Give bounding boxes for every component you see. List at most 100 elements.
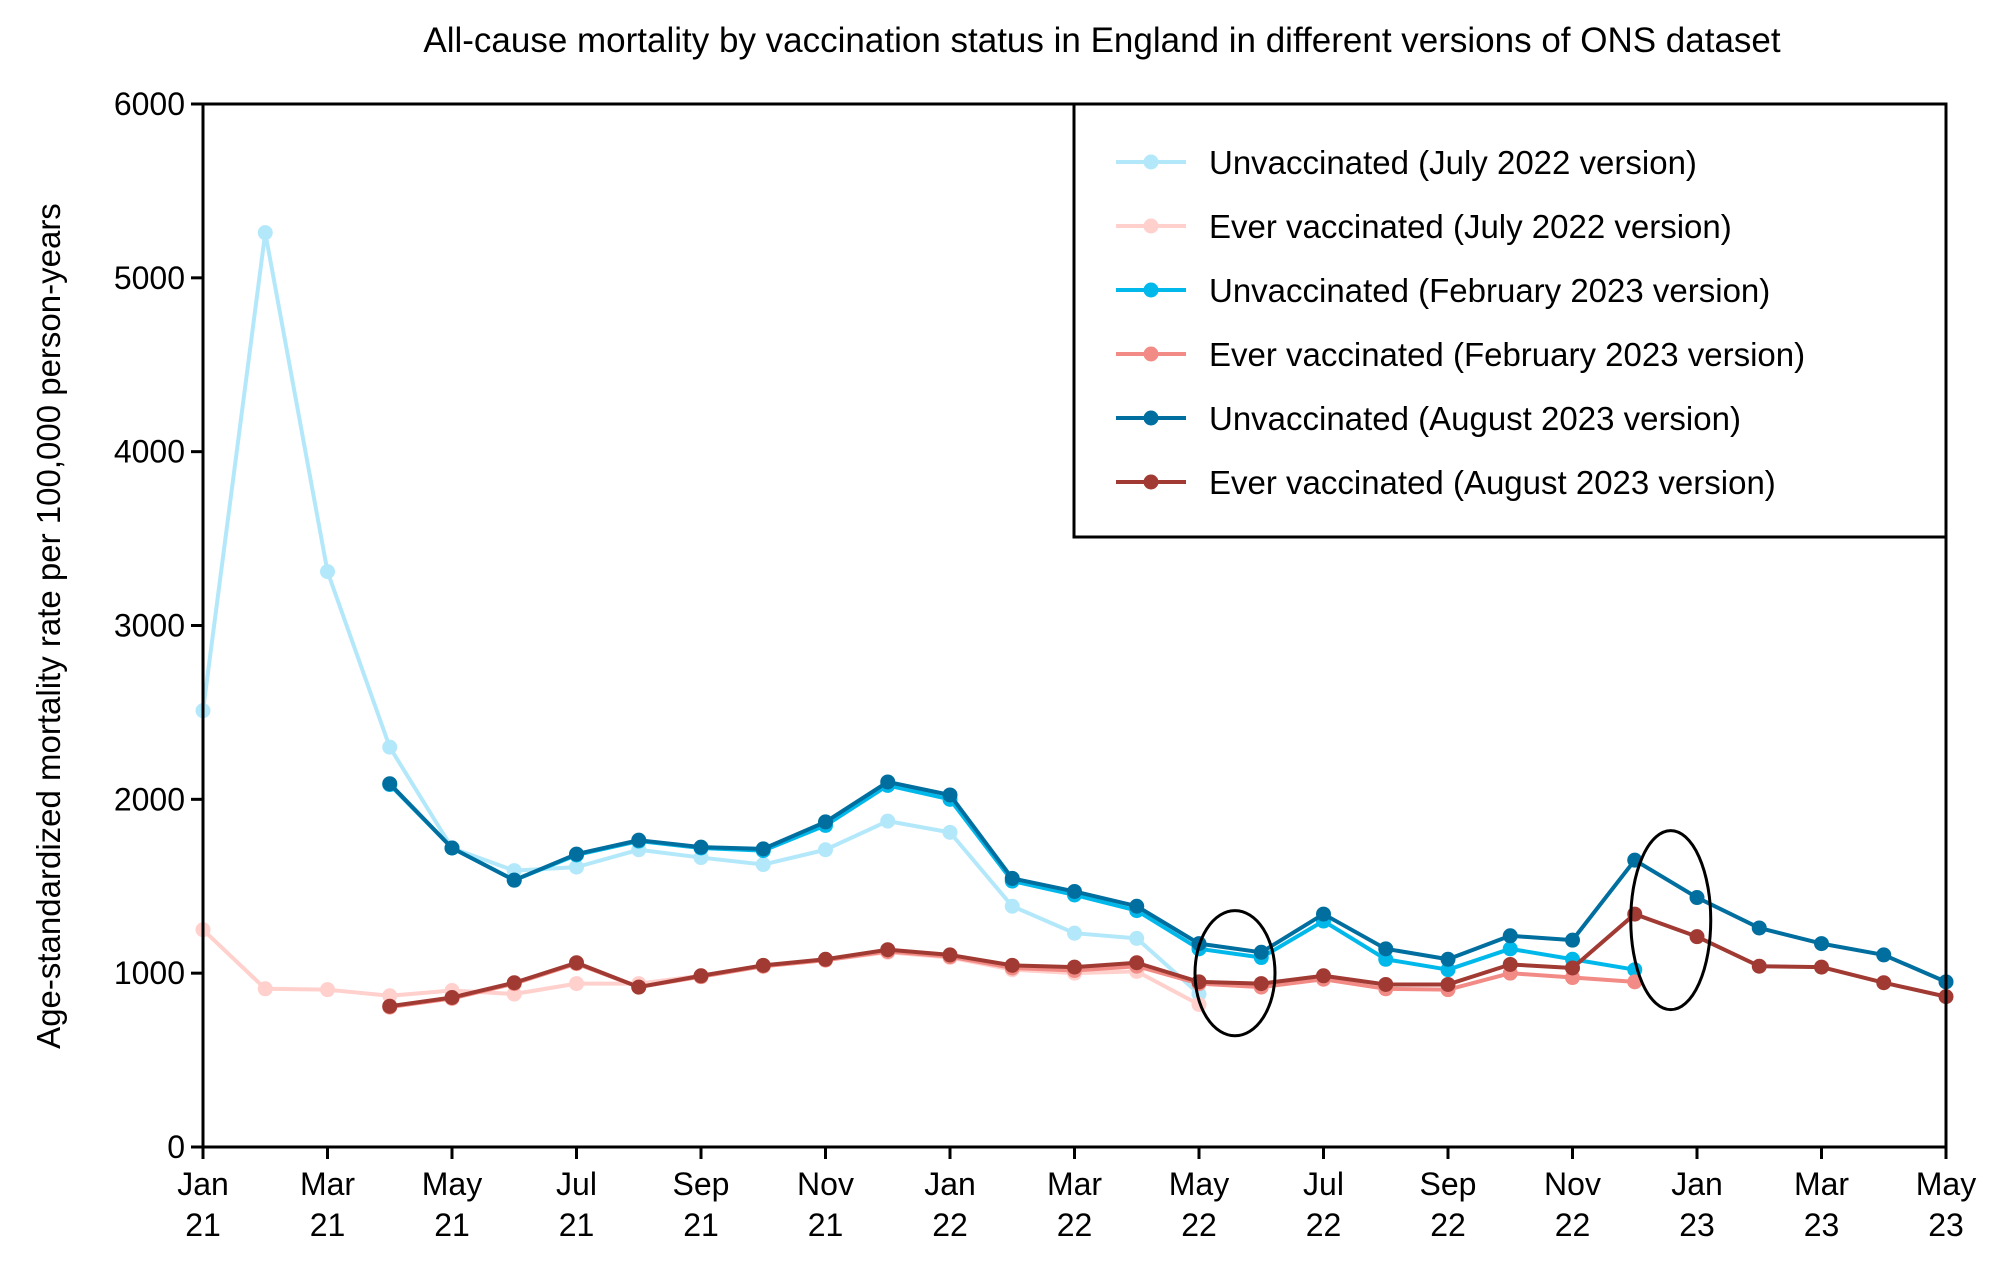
x-tick-label-year: 22 xyxy=(1430,1207,1466,1243)
data-point xyxy=(444,840,460,856)
legend-item: Unvaccinated (August 2023 version) xyxy=(1116,400,1741,437)
x-tick-label-year: 21 xyxy=(310,1207,346,1243)
legend-item: Ever vaccinated (August 2023 version) xyxy=(1116,464,1776,501)
x-tick-label-month: Mar xyxy=(1794,1166,1849,1202)
data-point xyxy=(1502,928,1518,944)
legend-label: Unvaccinated (July 2022 version) xyxy=(1209,144,1697,181)
annotation-ellipse xyxy=(1629,829,1713,1012)
data-point xyxy=(1751,958,1767,974)
data-point xyxy=(755,957,771,973)
legend-label: Ever vaccinated (August 2023 version) xyxy=(1209,464,1776,501)
legend-swatch-marker xyxy=(1143,410,1159,426)
legend-item: Unvaccinated (July 2022 version) xyxy=(1116,144,1697,181)
data-point xyxy=(1440,976,1456,992)
data-point xyxy=(1129,955,1145,971)
x-tick-label-year: 23 xyxy=(1928,1207,1964,1243)
x-tick-label-month: May xyxy=(1916,1166,1976,1202)
data-point xyxy=(320,564,335,580)
data-point xyxy=(1565,932,1580,948)
data-point xyxy=(382,988,398,1004)
x-tick-label-year: 22 xyxy=(1555,1207,1591,1243)
data-point xyxy=(506,872,522,888)
data-point xyxy=(382,776,398,792)
legend-label: Unvaccinated (February 2023 version) xyxy=(1209,272,1770,309)
data-point xyxy=(631,832,647,848)
legend-label: Unvaccinated (August 2023 version) xyxy=(1209,400,1741,437)
x-tick-label-month: Jan xyxy=(924,1166,976,1202)
x-tick-label-month: Mar xyxy=(300,1166,355,1202)
data-point xyxy=(1814,936,1829,952)
data-point xyxy=(1876,947,1892,963)
data-point xyxy=(942,787,958,803)
data-point xyxy=(693,839,709,855)
data-point xyxy=(257,981,273,997)
data-point xyxy=(1316,906,1331,922)
y-tick-label: 0 xyxy=(167,1129,185,1165)
data-point xyxy=(1067,883,1082,899)
legend-item: Ever vaccinated (July 2022 version) xyxy=(1116,208,1732,245)
data-point xyxy=(569,955,584,971)
x-tick-label-year: 21 xyxy=(434,1207,470,1243)
data-point xyxy=(569,976,584,992)
x-tick-label-year: 21 xyxy=(559,1207,595,1243)
x-tick-label-month: May xyxy=(1169,1166,1229,1202)
legend-item: Ever vaccinated (February 2023 version) xyxy=(1116,336,1805,373)
data-point xyxy=(1378,976,1394,992)
data-point xyxy=(1751,920,1767,936)
data-point xyxy=(1502,956,1518,972)
x-tick-label-year: 22 xyxy=(932,1207,968,1243)
x-tick-label-year: 21 xyxy=(683,1207,719,1243)
data-point xyxy=(1440,951,1456,967)
legend-swatch-marker xyxy=(1143,218,1159,234)
x-tick-label-month: Jul xyxy=(556,1166,597,1202)
data-point xyxy=(1502,941,1518,957)
data-point xyxy=(320,982,335,998)
series-line xyxy=(388,779,1947,984)
x-tick-label-month: Nov xyxy=(1544,1166,1601,1202)
data-point xyxy=(1689,890,1705,906)
y-tick-label: 6000 xyxy=(114,86,185,122)
data-point xyxy=(569,859,584,875)
data-point xyxy=(1253,976,1269,992)
data-point xyxy=(382,739,398,755)
x-tick-label-year: 23 xyxy=(1679,1207,1715,1243)
x-tick-label-month: Jan xyxy=(177,1166,229,1202)
y-tick-label: 4000 xyxy=(114,434,185,470)
legend-box xyxy=(1072,102,1948,539)
data-point xyxy=(444,990,460,1006)
data-point xyxy=(755,857,771,873)
data-point xyxy=(880,774,896,790)
series-4 xyxy=(382,774,1954,990)
data-point xyxy=(1253,944,1269,960)
data-point xyxy=(382,998,398,1014)
x-tick-label-month: Nov xyxy=(797,1166,854,1202)
data-point xyxy=(942,947,958,963)
series-0 xyxy=(195,225,1207,1002)
data-point xyxy=(1876,975,1892,991)
plot-area: 0 1000 2000 3000 4000 5000 6000 Jan 21 Mar 21 May 21… xyxy=(114,86,1976,1243)
y-axis-title: Age-standardized mortality rate per 100,… xyxy=(30,203,67,1049)
x-tick-label-year: 22 xyxy=(1181,1207,1217,1243)
data-point xyxy=(1627,974,1643,990)
chart-title: All-cause mortality by vaccination statu… xyxy=(423,21,1781,60)
data-point xyxy=(755,841,771,857)
data-point xyxy=(506,975,522,991)
legend: Unvaccinated (July 2022 version) Ever vac… xyxy=(1072,102,1948,539)
data-point xyxy=(1440,962,1456,978)
x-tick-label-year: 22 xyxy=(1057,1207,1093,1243)
legend-label: Ever vaccinated (February 2023 version) xyxy=(1209,336,1805,373)
data-point xyxy=(693,968,709,984)
data-point xyxy=(1129,930,1145,946)
data-point xyxy=(1129,898,1145,914)
data-point xyxy=(1067,925,1082,941)
legend-swatch-marker xyxy=(1143,282,1159,298)
y-tick-label: 1000 xyxy=(114,955,185,991)
x-tick-label-month: Jan xyxy=(1671,1166,1723,1202)
annotation-ellipse xyxy=(1193,909,1277,1038)
x-tick-label-year: 23 xyxy=(1804,1207,1840,1243)
x-tick-label-month: Sep xyxy=(1420,1166,1477,1202)
data-point xyxy=(1689,929,1705,945)
legend-label: Ever vaccinated (July 2022 version) xyxy=(1209,208,1732,245)
series-5 xyxy=(382,906,1954,1014)
